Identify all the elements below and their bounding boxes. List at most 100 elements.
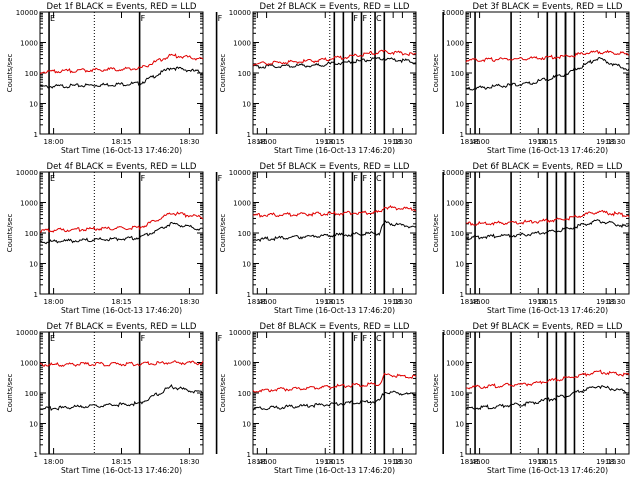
- y-tick-label: 10: [242, 101, 251, 109]
- x-tick-label: 19:00: [315, 298, 335, 306]
- chart-title: Det 9f BLACK = Events, RED = LLD: [473, 322, 623, 332]
- lld-series-line: [252, 205, 416, 218]
- y-tick-label: 10000: [16, 9, 38, 17]
- chart-title: Det 6f BLACK = Events, RED = LLD: [473, 162, 623, 172]
- y-tick-label: 100: [25, 70, 38, 78]
- x-axis-label: Start Time (16-Oct-13 17:46:20): [61, 466, 182, 475]
- chart-title: Det 1f BLACK = Events, RED = LLD: [47, 2, 197, 12]
- y-tick-label: 1000: [20, 40, 38, 48]
- events-series-line: [466, 385, 630, 411]
- x-axis-label: Start Time (16-Oct-13 17:46:20): [487, 466, 608, 475]
- event-marker-label: C: [376, 334, 382, 343]
- event-marker-label: F: [362, 334, 367, 343]
- y-tick-label: 100: [238, 390, 251, 398]
- y-tick-label: 10: [29, 261, 38, 269]
- x-axis-label: Start Time (16-Oct-13 17:46:20): [487, 146, 608, 155]
- x-tick-label: 18:15: [111, 138, 131, 146]
- x-tick-label: 18:30: [392, 298, 412, 306]
- y-tick-label: 100: [238, 230, 251, 238]
- x-tick-label: 19:00: [528, 138, 548, 146]
- x-tick-label: 19:15: [596, 458, 616, 466]
- x-tick-label: 18:00: [43, 458, 63, 466]
- y-tick-label: 1: [34, 451, 38, 459]
- y-tick-label: 10000: [229, 169, 251, 177]
- x-axis-label: Start Time (16-Oct-13 17:46:20): [61, 306, 182, 315]
- x-tick-label: 18:15: [324, 458, 344, 466]
- chart-panel-6: Det 6f BLACK = Events, RED = LLD 1 10 100 10…: [432, 162, 630, 315]
- x-tick-label: 18:45: [247, 458, 267, 466]
- event-marker-label: E: [50, 174, 55, 183]
- x-tick-label: 18:15: [537, 138, 557, 146]
- y-tick-label: 10000: [442, 329, 464, 337]
- x-tick-label: 18:15: [111, 298, 131, 306]
- y-tick-label: 1000: [233, 200, 251, 208]
- y-tick-label: 10: [242, 421, 251, 429]
- x-tick-label: 18:30: [179, 458, 199, 466]
- events-series-line: [465, 219, 630, 240]
- events-series-line: [252, 390, 417, 411]
- y-tick-label: 10000: [229, 329, 251, 337]
- chart-title: Det 7f BLACK = Events, RED = LLD: [47, 322, 197, 332]
- chart-title: Det 5f BLACK = Events, RED = LLD: [260, 162, 410, 172]
- event-marker-label: F: [218, 334, 223, 343]
- y-tick-label: 100: [25, 390, 38, 398]
- chart-title: Det 8f BLACK = Events, RED = LLD: [260, 322, 410, 332]
- x-tick-label: 19:00: [528, 298, 548, 306]
- y-tick-label: 10000: [16, 329, 38, 337]
- event-marker-label: F: [218, 14, 223, 23]
- events-series-line: [39, 66, 204, 89]
- lld-series-line: [39, 360, 204, 367]
- event-marker-label: F: [141, 174, 146, 183]
- x-axis-label: Start Time (16-Oct-13 17:46:20): [274, 146, 395, 155]
- y-axis-label: Counts/sec: [6, 374, 14, 413]
- x-tick-label: 18:45: [460, 458, 480, 466]
- x-tick-label: 18:15: [537, 458, 557, 466]
- y-tick-label: 100: [451, 390, 464, 398]
- y-axis-label: Counts/sec: [6, 214, 14, 253]
- lld-series-line: [252, 372, 417, 393]
- lld-series-line: [465, 49, 630, 63]
- y-axis-label: Counts/sec: [219, 214, 227, 253]
- y-axis-label: Counts/sec: [432, 214, 440, 253]
- y-tick-label: 1: [34, 291, 38, 299]
- y-tick-label: 10000: [229, 9, 251, 17]
- chart-title: Det 4f BLACK = Events, RED = LLD: [47, 162, 197, 172]
- x-tick-label: 18:00: [469, 458, 489, 466]
- y-tick-label: 100: [451, 230, 464, 238]
- y-tick-label: 1000: [446, 360, 464, 368]
- x-tick-label: 18:30: [605, 138, 625, 146]
- x-tick-label: 19:15: [383, 298, 403, 306]
- y-tick-label: 10000: [16, 169, 38, 177]
- plot-frame: [39, 171, 204, 295]
- event-marker-label: F: [353, 174, 358, 183]
- x-tick-label: 18:15: [324, 298, 344, 306]
- event-marker-label: F: [141, 334, 146, 343]
- chart-panel-9: Det 9f BLACK = Events, RED = LLD 1 10 100 10…: [432, 322, 630, 475]
- y-tick-label: 10: [455, 421, 464, 429]
- y-axis-label: Counts/sec: [219, 54, 227, 93]
- chart-title: Det 2f BLACK = Events, RED = LLD: [260, 2, 410, 12]
- y-tick-label: 1: [247, 451, 251, 459]
- y-tick-label: 1: [34, 131, 38, 139]
- x-axis-label: Start Time (16-Oct-13 17:46:20): [487, 306, 608, 315]
- chart-title: Det 3f BLACK = Events, RED = LLD: [473, 2, 623, 12]
- y-tick-label: 1000: [233, 40, 251, 48]
- y-axis-label: Counts/sec: [6, 54, 14, 93]
- x-tick-label: 19:15: [596, 298, 616, 306]
- events-series-line: [252, 56, 417, 70]
- events-series-line: [39, 221, 204, 245]
- x-tick-label: 19:15: [383, 458, 403, 466]
- event-marker-label: F: [353, 14, 358, 23]
- y-tick-label: 1: [460, 451, 464, 459]
- y-tick-label: 1: [460, 291, 464, 299]
- x-tick-label: 18:30: [605, 298, 625, 306]
- y-tick-label: 1000: [446, 200, 464, 208]
- event-marker-label: F: [218, 174, 223, 183]
- plot-frame: [39, 331, 204, 455]
- chart-panel-5: Det 5f BLACK = Events, RED = LLD 1 10 100 10…: [219, 162, 616, 315]
- y-tick-label: 10: [242, 261, 251, 269]
- y-tick-label: 1: [247, 131, 251, 139]
- y-tick-label: 1000: [20, 200, 38, 208]
- y-tick-label: 10000: [442, 9, 464, 17]
